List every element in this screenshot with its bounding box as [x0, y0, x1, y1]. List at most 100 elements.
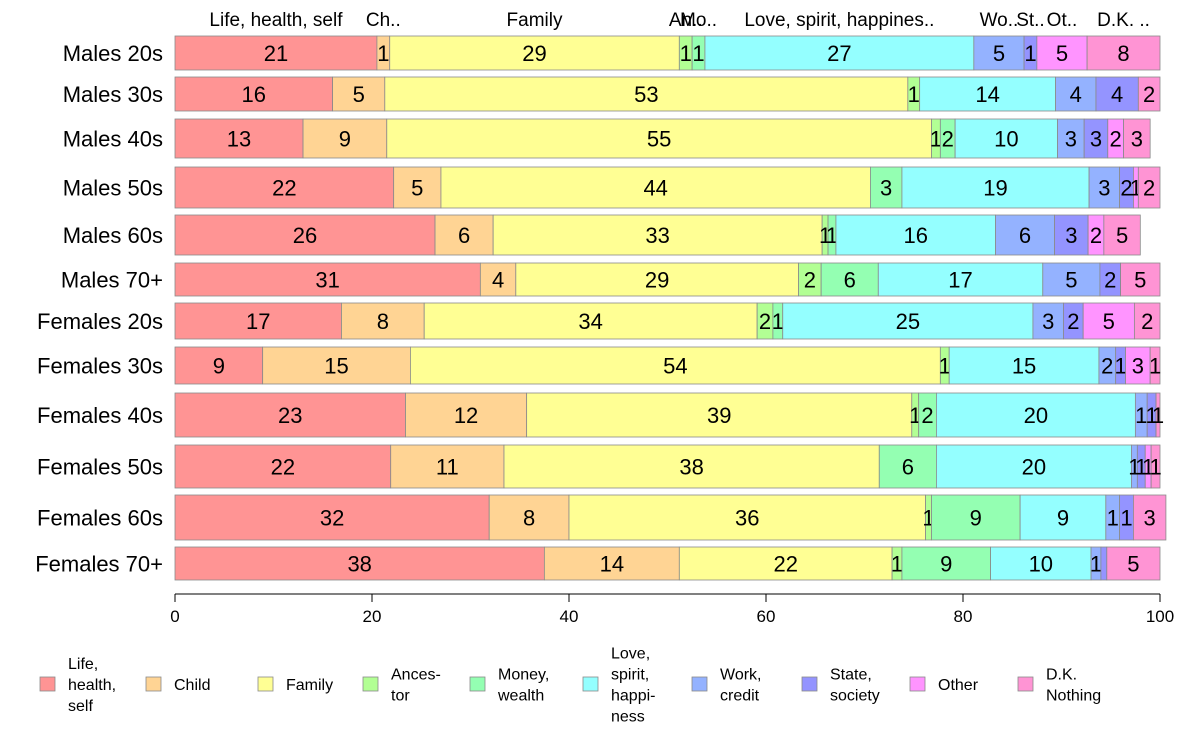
bar-value-label: 1	[680, 41, 692, 66]
bar-value-label: 44	[643, 176, 667, 201]
category-label: Males 40s	[63, 127, 163, 152]
bar-segment-work-credit	[1057, 118, 1085, 159]
bar-value-label: 22	[773, 552, 797, 577]
legend: Life, health, self Child Family Ances-tor Mone…	[39, 646, 1101, 726]
bar-value-label: 3	[880, 176, 892, 201]
bar-value-label: 9	[1057, 506, 1069, 531]
legend-label-money-wealth: Money,	[498, 667, 549, 684]
bar-value-label: 2	[942, 127, 954, 152]
bar-value-label: 1	[1146, 403, 1158, 428]
bar-value-label: 8	[1117, 41, 1129, 66]
bar-segment-state-society	[1100, 546, 1108, 581]
bar-segment-work-credit	[1032, 302, 1064, 340]
bars: 21 1 29 1 1 27 5 1 5 816 5 53 1 14 4 4 213 9 55 1 2 10 3 3 2 322 5…	[174, 35, 1167, 581]
bar-segment-money-wealth	[878, 444, 937, 489]
bar-value-label: 5	[1127, 552, 1139, 577]
bar-value-label: 1	[1120, 506, 1132, 531]
legend-label-love-spirit-happiness: ness	[611, 709, 645, 726]
bar-value-label: 2	[1143, 176, 1155, 201]
bar-value-label: 2	[804, 268, 816, 293]
bar-segment-life-health-self	[174, 302, 342, 340]
bar-value-label: 25	[896, 309, 920, 334]
bar-segment-love-spirit-happiness	[954, 118, 1058, 159]
bar-value-label: 2	[759, 309, 771, 334]
category-label: Females 40s	[37, 403, 163, 428]
bar-segment-d-k-nothing	[1137, 76, 1161, 112]
category-label: Males 70+	[61, 268, 163, 293]
bar-segment-work-credit	[973, 35, 1025, 71]
bar-value-label: 22	[271, 455, 295, 480]
bar-segment-money-wealth	[901, 546, 991, 581]
bar-value-label: 21	[264, 41, 288, 66]
bar-segment-life-health-self	[174, 76, 334, 112]
bar-value-label: 1	[1149, 354, 1161, 379]
bar-segment-family	[384, 76, 909, 112]
bar-segment-love-spirit-happiness	[877, 262, 1044, 297]
bar-value-label: 38	[679, 455, 703, 480]
bar-value-label: 20	[1024, 403, 1048, 428]
bar-value-label: 1	[939, 354, 951, 379]
x-tick-label: 0	[170, 607, 179, 626]
bar-value-label: 2	[1101, 354, 1113, 379]
bar-value-label: 33	[645, 223, 669, 248]
bar-value-label: 1	[772, 309, 784, 334]
legend-swatch-other	[909, 676, 926, 692]
bar-value-label: 2	[1067, 309, 1079, 334]
bar-segment-love-spirit-happiness	[835, 214, 996, 256]
bar-segment-d-k-nothing	[1106, 546, 1161, 581]
bar-value-label: 26	[293, 223, 317, 248]
bar-value-label: 6	[844, 268, 856, 293]
bar-segment-life-health-self	[174, 494, 490, 541]
bar-value-label: 6	[902, 455, 914, 480]
bar-value-label: 3	[1144, 506, 1156, 531]
legend-label-love-spirit-happiness: Love,	[611, 646, 650, 663]
bar-value-label: 4	[1111, 82, 1123, 107]
legend-label-life-health-self: Life,	[68, 656, 98, 673]
bar-segment-life-health-self	[174, 118, 304, 159]
bar-value-label: 12	[454, 403, 478, 428]
bar-value-label: 9	[339, 127, 351, 152]
top-label-other: Ot..	[1047, 10, 1078, 31]
top-label-ancestor: An..	[669, 10, 703, 31]
bar-segment-money-wealth	[870, 166, 903, 209]
bar-value-label: 8	[523, 506, 535, 531]
legend-label-state-society: State,	[830, 667, 872, 684]
top-label-money-wealth: Mo..	[680, 10, 717, 31]
bar-value-label: 16	[903, 223, 927, 248]
bar-value-label: 19	[983, 176, 1007, 201]
bar-value-label: 1	[826, 223, 838, 248]
bar-value-label: 2	[1090, 223, 1102, 248]
bar-value-label: 22	[272, 176, 296, 201]
bar-segment-d-k-nothing	[1086, 35, 1161, 71]
category-label: Females 60s	[37, 506, 163, 531]
category-label: Females 50s	[37, 455, 163, 480]
bar-value-label: 3	[1132, 354, 1144, 379]
bar-value-label: 1	[1024, 41, 1036, 66]
bar-value-label: 14	[975, 82, 999, 107]
category-label: Females 70+	[35, 552, 163, 577]
bar-segment-child	[390, 444, 505, 489]
legend-swatch-love-spirit-happiness	[582, 676, 599, 692]
bar-value-label: 9	[213, 354, 225, 379]
top-label-life-health-self: Life, health, self	[209, 10, 343, 31]
bar-segment-family	[492, 214, 823, 256]
bar-value-label: 29	[645, 268, 669, 293]
bar-segment-d-k-nothing	[1120, 262, 1161, 297]
legend-label-child: Child	[174, 677, 210, 694]
bar-value-label: 15	[1012, 354, 1036, 379]
category-label: Males 30s	[63, 82, 163, 107]
bar-value-label: 3	[1090, 127, 1102, 152]
bar-segment-state-society	[1095, 76, 1139, 112]
bar-segment-life-health-self	[174, 392, 406, 438]
bar-value-label: 5	[1056, 41, 1068, 66]
legend-label-work-credit: credit	[720, 688, 760, 705]
bar-value-label: 9	[940, 552, 952, 577]
bar-value-label: 11	[436, 455, 459, 480]
top-label-family: Family	[507, 10, 563, 31]
top-label-love-spirit-happiness: Love, spirit, happines..	[744, 10, 934, 31]
bar-value-label: 1	[1114, 354, 1126, 379]
legend-swatch-work-credit	[691, 676, 708, 692]
bar-value-label: 8	[377, 309, 389, 334]
bar-value-label: 3	[1065, 223, 1077, 248]
bar-segment-money-wealth	[931, 494, 1021, 541]
